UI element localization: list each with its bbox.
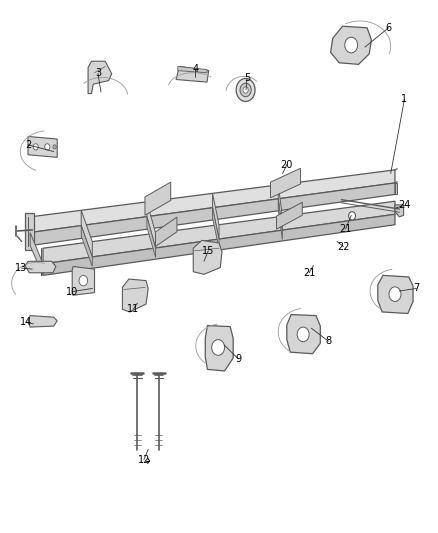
Polygon shape	[88, 61, 112, 94]
Polygon shape	[193, 240, 222, 274]
Circle shape	[345, 37, 358, 53]
Text: 5: 5	[244, 74, 250, 84]
Polygon shape	[331, 26, 371, 64]
Polygon shape	[30, 170, 395, 232]
Circle shape	[236, 78, 255, 101]
Text: 6: 6	[385, 23, 392, 33]
Text: 4: 4	[192, 64, 198, 74]
Polygon shape	[25, 213, 35, 250]
Circle shape	[243, 87, 248, 93]
Polygon shape	[72, 266, 95, 295]
Polygon shape	[278, 199, 283, 239]
Polygon shape	[178, 67, 207, 72]
Circle shape	[349, 212, 356, 220]
Text: 15: 15	[202, 246, 215, 256]
Text: 24: 24	[398, 200, 410, 211]
Polygon shape	[271, 168, 300, 198]
Circle shape	[212, 340, 225, 356]
Polygon shape	[123, 279, 148, 312]
Polygon shape	[205, 326, 233, 371]
Circle shape	[240, 83, 251, 97]
Circle shape	[79, 276, 88, 286]
Circle shape	[45, 144, 50, 150]
Polygon shape	[30, 183, 395, 246]
Text: 21: 21	[303, 268, 315, 278]
Polygon shape	[212, 208, 219, 248]
Polygon shape	[81, 225, 92, 266]
Polygon shape	[395, 183, 397, 195]
Text: 14: 14	[20, 317, 32, 327]
Polygon shape	[276, 202, 302, 229]
Circle shape	[33, 144, 38, 150]
Polygon shape	[176, 67, 208, 82]
Polygon shape	[155, 217, 177, 247]
Polygon shape	[25, 261, 56, 273]
Text: 22: 22	[337, 241, 350, 252]
Circle shape	[53, 145, 57, 149]
Polygon shape	[212, 193, 219, 239]
Polygon shape	[287, 314, 320, 354]
Text: 7: 7	[413, 284, 420, 294]
Polygon shape	[43, 201, 395, 264]
Text: 11: 11	[127, 304, 139, 314]
Text: 8: 8	[325, 336, 332, 346]
Polygon shape	[81, 211, 92, 257]
Polygon shape	[28, 316, 57, 327]
Polygon shape	[30, 232, 43, 276]
Polygon shape	[145, 182, 171, 215]
Polygon shape	[395, 205, 403, 217]
Circle shape	[297, 327, 309, 342]
Polygon shape	[278, 185, 283, 230]
Polygon shape	[147, 217, 155, 257]
Polygon shape	[378, 276, 413, 313]
Text: 10: 10	[66, 287, 78, 296]
Circle shape	[389, 287, 401, 302]
Polygon shape	[43, 214, 395, 276]
Text: 3: 3	[95, 68, 101, 78]
Polygon shape	[147, 202, 155, 248]
Text: 12: 12	[138, 455, 150, 465]
Polygon shape	[28, 136, 57, 157]
Text: 20: 20	[281, 160, 293, 169]
Text: 21: 21	[339, 224, 352, 234]
Text: 1: 1	[401, 94, 407, 104]
Text: 13: 13	[15, 263, 28, 273]
Text: 9: 9	[235, 354, 241, 364]
Text: 2: 2	[25, 140, 31, 150]
